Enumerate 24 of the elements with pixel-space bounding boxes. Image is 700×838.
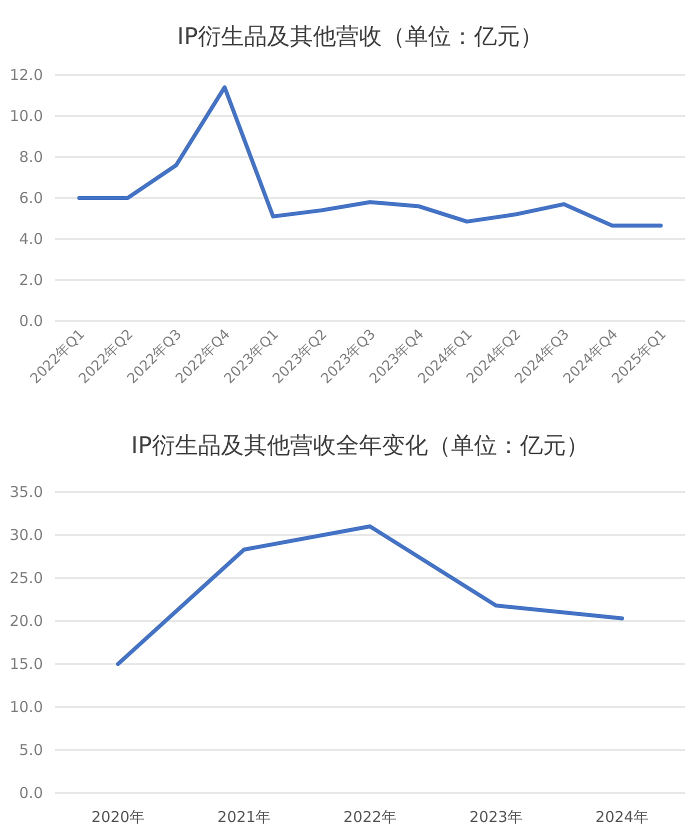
y-tick-label: 20.0 [10, 612, 43, 630]
y-tick-label: 2.0 [19, 271, 43, 289]
x-tick-label: 2024年 [595, 808, 649, 826]
y-tick-label: 6.0 [19, 189, 43, 207]
x-tick-label: 2023年 [469, 808, 523, 826]
chart-title: IP衍生品及其他营收（单位：亿元） [177, 24, 543, 50]
line-series [116, 524, 624, 666]
x-tick-label: 2021年 [217, 808, 271, 826]
y-tick-label: 25.0 [10, 569, 43, 587]
x-tick-label: 2020年 [91, 808, 145, 826]
y-tick-label: 0.0 [19, 784, 43, 802]
y-tick-label: 15.0 [10, 655, 43, 673]
y-tick-label: 4.0 [19, 230, 43, 248]
y-tick-label: 0.0 [19, 312, 43, 330]
line-series [77, 85, 663, 228]
y-tick-label: 8.0 [19, 148, 43, 166]
y-tick-label: 35.0 [10, 483, 43, 501]
x-tick-label: 2022年 [343, 808, 397, 826]
y-tick-label: 5.0 [19, 741, 43, 759]
y-tick-label: 30.0 [10, 526, 43, 544]
chart-title: IP衍生品及其他营收全年变化（单位：亿元） [131, 433, 589, 459]
y-tick-label: 12.0 [10, 66, 43, 84]
y-tick-label: 10.0 [10, 698, 43, 716]
y-tick-label: 10.0 [10, 107, 43, 125]
